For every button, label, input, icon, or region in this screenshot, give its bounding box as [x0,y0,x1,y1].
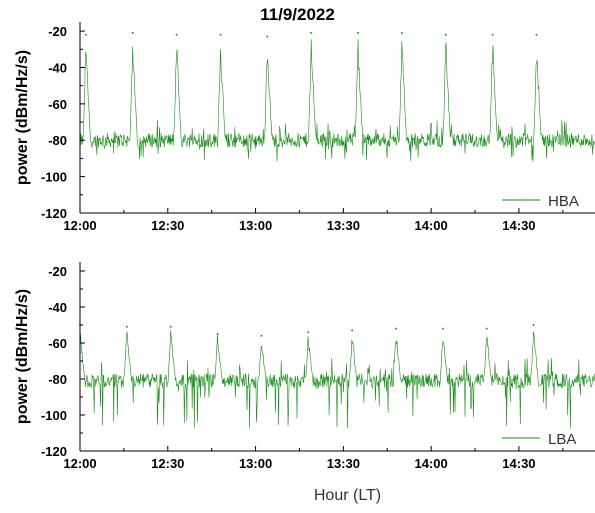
data-point [169,325,172,328]
x-tick-label: 14:00 [415,456,448,471]
data-point [485,327,488,330]
y-tick-label: -80 [48,372,67,387]
x-tick-label: 14:00 [415,218,448,233]
y-axis-label: power (dBm/Hz/s) [14,50,31,185]
legend-label: HBA [548,193,579,210]
x-tick-label: 13:00 [239,456,272,471]
series-hba [79,39,595,162]
data-point [131,31,134,34]
legend-label: LBA [548,431,576,448]
x-tick-label: 14:30 [502,218,535,233]
x-tick-label: 12:00 [63,218,96,233]
data-point [441,327,444,330]
data-point [260,334,263,337]
data-point [307,331,310,334]
data-point [535,33,538,36]
y-tick-label: -80 [48,133,67,148]
series-lba [79,330,595,429]
y-tick-label: -40 [48,60,67,75]
x-tick-label: 12:30 [151,456,184,471]
data-point [532,324,535,326]
x-axis-label: Hour (LT) [314,487,381,504]
data-point [395,327,398,330]
y-tick-label: -100 [41,170,67,185]
y-tick-label: -20 [48,264,67,279]
y-tick-label: -20 [48,24,67,39]
y-tick-label: -120 [41,206,67,221]
data-point [175,33,178,36]
data-point [356,31,359,34]
data-point [219,33,222,36]
data-point [216,333,219,335]
x-tick-label: 12:00 [63,456,96,471]
data-point [266,35,269,38]
chart-title: 11/9/2022 [260,5,335,24]
data-point [400,31,403,34]
y-axis-label: power (dBm/Hz/s) [14,289,31,424]
data-point [84,33,87,36]
data-point [310,31,313,34]
y-tick-label: -120 [41,444,67,459]
data-point [444,33,447,36]
y-tick-label: -40 [48,300,67,315]
y-tick-label: -100 [41,408,67,423]
x-tick-label: 13:30 [327,218,360,233]
x-tick-label: 12:30 [151,218,184,233]
x-tick-label: 13:00 [239,218,272,233]
data-point [351,329,354,332]
data-point [491,33,494,36]
x-tick-label: 14:30 [502,456,535,471]
y-tick-label: -60 [48,97,67,112]
y-tick-label: -60 [48,336,67,351]
data-point [125,325,128,328]
x-tick-label: 13:30 [327,456,360,471]
